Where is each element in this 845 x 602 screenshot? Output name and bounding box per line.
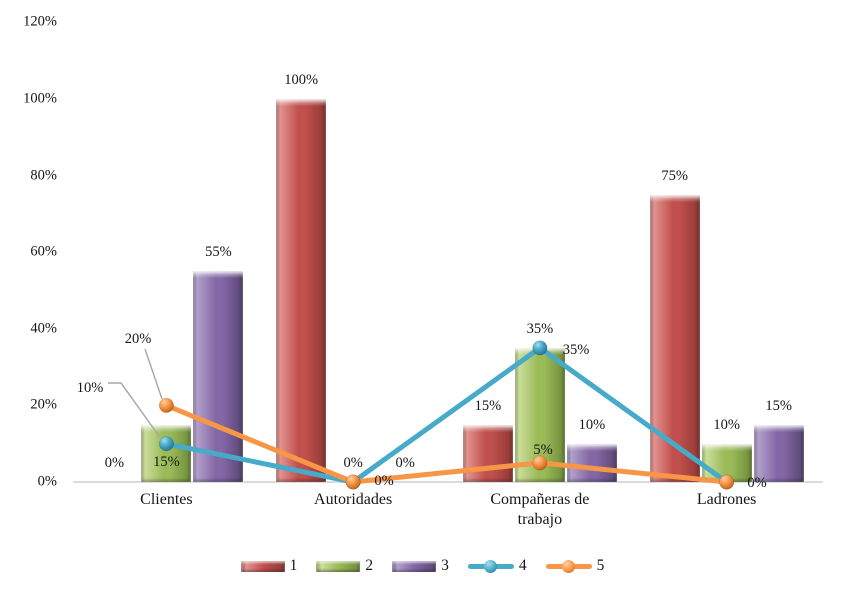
legend-swatch-line xyxy=(545,559,592,573)
legend: 1 2 3 4 5 xyxy=(0,557,845,575)
legend-item-2: 2 xyxy=(316,557,373,575)
legend-swatch-bar xyxy=(240,560,285,572)
y-tick-label-60%: 60% xyxy=(30,243,57,260)
x-category-label: Ladrones xyxy=(696,491,757,508)
line-data-label: 20% xyxy=(124,330,152,347)
data-label: 10% xyxy=(578,416,606,433)
y-tick-label-40%: 40% xyxy=(30,320,57,337)
data-label: 0% xyxy=(343,454,363,471)
marker-series-4 xyxy=(158,436,174,452)
y-tick-label-80%: 80% xyxy=(30,167,57,184)
data-label: 15% xyxy=(765,397,792,414)
bar-top-bevel xyxy=(462,424,513,432)
y-tick-label-0%: 0% xyxy=(37,473,57,490)
bar-top-bevel xyxy=(649,194,700,202)
legend-swatch-line xyxy=(467,559,514,573)
legend-swatch-marker xyxy=(483,559,497,573)
y-tick-label-20%: 20% xyxy=(30,396,57,413)
x-category-label: Autoridades xyxy=(314,491,393,508)
legend-label: 1 xyxy=(289,557,298,574)
bar-series2-ladrones xyxy=(701,443,752,482)
bar-top-bevel xyxy=(193,271,244,279)
y-tick-label-120%: 120% xyxy=(23,13,57,30)
legend-swatch-bar xyxy=(392,560,437,572)
bar-series1-ladrones xyxy=(649,194,700,482)
data-label: 75% xyxy=(661,167,688,184)
legend-item-4: 4 xyxy=(467,557,527,575)
x-axis-line xyxy=(73,481,823,483)
line-series-4 xyxy=(163,345,730,485)
bar-series2-clientes xyxy=(141,424,192,482)
x-category-label: Clientes xyxy=(140,491,193,508)
legend-item-1: 1 xyxy=(240,557,298,575)
bar-series3-compañeras xyxy=(566,443,617,482)
marker-series-5 xyxy=(532,455,548,471)
legend-swatch-bar xyxy=(316,560,361,572)
legend-label: 3 xyxy=(441,557,449,574)
bar-top-bevel xyxy=(514,347,565,355)
legend-item-3: 3 xyxy=(392,557,449,575)
y-tick-label-100%: 100% xyxy=(23,90,57,107)
data-label: 15% xyxy=(153,453,180,470)
x-category-label: Compañeras de trabajo xyxy=(490,491,590,528)
bar-top-bevel xyxy=(753,424,804,432)
legend-label: 4 xyxy=(518,557,527,574)
legend-label: 5 xyxy=(596,557,605,574)
data-label: 35% xyxy=(526,320,554,337)
line-series-5 xyxy=(163,402,730,485)
data-label: 0% xyxy=(395,454,415,471)
line-data-label: 35% xyxy=(562,341,590,358)
line-data-label: 5% xyxy=(533,441,553,458)
line-data-label: 0% xyxy=(747,474,767,491)
legend-label: 2 xyxy=(365,557,374,574)
data-label: 100% xyxy=(284,71,319,88)
marker-series-5 xyxy=(158,397,174,413)
bar-series3-ladrones xyxy=(753,424,804,482)
bar-series1-compañeras xyxy=(462,424,513,482)
data-label: 15% xyxy=(474,397,502,414)
bar-series1-autoridades xyxy=(276,99,327,482)
bar-top-bevel xyxy=(276,99,327,106)
bar-series3-clientes xyxy=(193,271,244,482)
label-leader-line xyxy=(108,382,160,437)
data-label: 10% xyxy=(713,416,740,433)
marker-series-4 xyxy=(532,340,548,356)
data-label: 0% xyxy=(104,454,125,471)
bar-top-bevel xyxy=(141,424,192,432)
bar-top-bevel xyxy=(701,443,752,451)
bar-series2-compañeras xyxy=(514,347,565,482)
line-data-label: 10% xyxy=(76,379,104,396)
label-leader-line xyxy=(144,348,163,400)
bar-top-bevel xyxy=(566,443,617,451)
legend-swatch-marker xyxy=(561,559,575,573)
legend-item-5: 5 xyxy=(545,557,605,575)
data-label: 55% xyxy=(205,244,232,261)
